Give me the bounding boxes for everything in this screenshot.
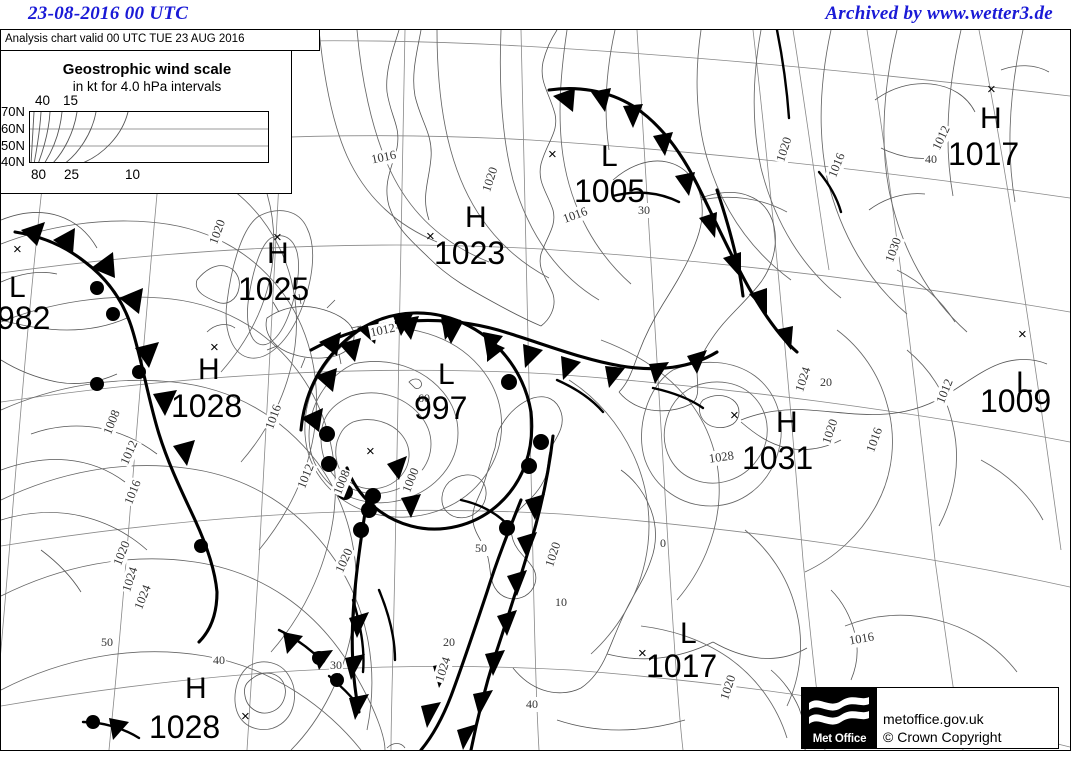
cold-front-left [13,222,219,644]
pressure-centre-marker: × [13,241,22,258]
pressure-centre-letter: H [980,102,1002,135]
grid-label: 30 [637,203,651,218]
geostrophic-wind-scale-box: Geostrophic wind scale in kt for 4.0 hPa… [0,50,292,194]
pressure-centre-marker: × [730,407,739,424]
grid-label: 20 [442,635,456,650]
grid-label: 50 [474,541,488,556]
crown-copyright: © Crown Copyright [883,729,1002,745]
pressure-centre-letter: L [1016,366,1033,399]
pressure-centre-marker: × [638,645,647,662]
pressure-centre-marker: × [366,443,375,460]
pressure-centre-letter: H [185,672,207,705]
pressure-centre-letter: H [776,406,798,439]
pressure-centre-value: 1009 [980,383,1052,419]
analysis-caption-text: Analysis chart valid 00 UTC TUE 23 AUG 2… [5,33,245,45]
pressure-centre-value: 1025 [238,271,310,307]
front-segments-lower [81,588,397,740]
pressure-centre-value: 982 [0,300,51,336]
grid-label: 30 [329,658,343,673]
pressure-centre-value: 1028 [171,388,243,424]
grid-label: 40 [212,653,226,668]
wind-scale-lat-70n: 70N [1,104,25,119]
wind-scale-bottom-80: 80 [31,167,47,182]
wind-scale-lat-60n: 60N [1,121,25,136]
grid-label: 0 [659,536,667,551]
pressure-centre-marker: × [426,228,435,245]
pressure-centre-letter: H [267,237,289,270]
wind-scale-bottom-25: 25 [64,167,80,182]
pressure-centre-marker: × [273,229,282,246]
cold-front-atlantic-trailing [345,434,555,750]
archive-credit-label: Archived by www.wetter3.de [825,3,1053,24]
metoffice-url: metoffice.gov.uk [883,711,984,727]
grid-label: 40 [525,697,539,712]
front-segments-misc [459,30,843,526]
surface-pressure-map[interactable]: .coast { fill:none; stroke:#555; stroke-… [0,29,1071,751]
analysis-caption-box: Analysis chart valid 00 UTC TUE 23 AUG 2… [0,29,320,51]
pressure-centre-letter: H [465,201,487,234]
wind-scale-subtitle: in kt for 4.0 hPa intervals [72,79,222,94]
page-header: 23-08-2016 00 UTC Archived by www.wetter… [0,0,1071,30]
metoffice-credit: metoffice.gov.uk © Crown Copyright [877,688,1058,748]
wind-scale-lat-50n: 50N [1,138,25,153]
grid-label: 40 [924,152,938,167]
pressure-centre-letter: L [438,358,455,391]
metoffice-waves-icon [809,697,869,725]
cold-front-scandinavia [547,87,799,354]
pressure-centre-value: 997 [414,390,468,426]
wind-scale-top-40: 40 [35,93,51,108]
pressure-centre-letter: L [9,271,26,304]
pressure-centre-value: 1031 [742,440,814,476]
wind-scale-bottom-10: 10 [125,167,141,182]
pressure-centre-letter: L [680,617,697,650]
pressure-centre-letter: H [198,353,220,386]
wind-scale-top-15: 15 [63,93,79,108]
pressure-centre-marker: × [210,339,219,356]
grid-label: 10 [554,595,568,610]
pressure-centre-value: 1017 [646,648,718,684]
pressure-centre-marker: × [241,708,250,725]
pressure-centre-marker: × [1018,326,1027,343]
grid-label: 50 [100,635,114,650]
metoffice-logo-mark: Met Office [802,688,877,748]
wind-scale-grid [29,111,269,163]
wind-scale-lat-40n: 40N [1,154,25,169]
grid-label: 20 [819,375,833,390]
pressure-centre-value: 1017 [948,136,1020,172]
pressure-centre-value: 1028 [149,709,221,745]
chart-datetime-label: 23-08-2016 00 UTC [28,3,189,24]
pressure-centre-value: 1005 [574,173,646,209]
pressure-centre-letter: L [601,140,618,173]
map-graphics: .coast { fill:none; stroke:#555; stroke-… [1,30,1070,750]
pressure-centre-marker: × [987,81,996,98]
pressure-centre-marker: × [548,146,557,163]
grid-label: 60 [417,391,431,406]
pressure-centre-value: 1023 [434,235,506,271]
metoffice-logo-text: Met Office [812,733,867,745]
metoffice-logo-box: Met Office metoffice.gov.uk © Crown Copy… [801,687,1059,749]
wind-scale-curves [30,112,268,162]
wind-scale-title: Geostrophic wind scale [62,61,232,78]
